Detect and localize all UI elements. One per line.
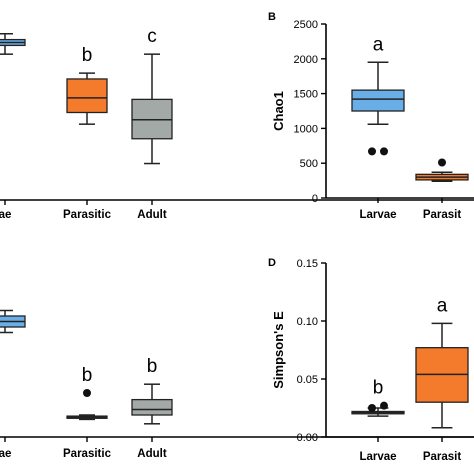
x-tick-label: Parasit	[423, 209, 462, 221]
x-tick-label: Larvae	[359, 451, 396, 463]
outlier-point	[368, 404, 376, 412]
y-tick-label: 0.15	[297, 258, 318, 270]
significance-letter: b	[373, 378, 384, 399]
panel-letter: B	[268, 11, 276, 23]
x-tick-label: Larvae	[359, 209, 396, 221]
significance-letter: b	[147, 356, 158, 377]
panel-d: Larvae Parasit 0.00 0.05 0.10 0.15 Simpson's E…	[268, 257, 474, 463]
outlier-point	[83, 389, 91, 397]
box-larvae	[0, 33, 26, 55]
y-axis-label: Simpson's E	[271, 311, 286, 389]
y-tick-label: 2500	[294, 19, 318, 31]
box-iqr	[351, 89, 405, 112]
box-larvae: a	[351, 34, 405, 156]
y-tick-label: 0.10	[297, 316, 318, 328]
x-tick-label: Parasitic	[63, 209, 112, 221]
box-adult: b	[131, 356, 173, 425]
significance-letter: b	[82, 45, 93, 66]
panel-letter: D	[268, 257, 276, 269]
significance-letter: b	[82, 365, 93, 386]
box-parasitic	[415, 158, 469, 183]
box-adult: c	[131, 26, 173, 165]
x-tick-label: Adult	[137, 448, 167, 460]
box-iqr	[131, 398, 173, 416]
box-parasitic: b	[66, 365, 108, 421]
y-tick-label: 0	[312, 193, 318, 205]
x-tick-label: Parasit	[423, 451, 462, 463]
box-parasitic: a	[415, 295, 469, 429]
y-tick-label: 1000	[294, 123, 318, 135]
y-tick-label: 0.05	[297, 374, 318, 386]
outlier-point	[438, 158, 446, 167]
outlier-point	[380, 147, 388, 156]
box-larvae: b	[351, 378, 405, 417]
significance-letter: a	[373, 34, 384, 55]
panel-c: ae Parasitic Adult b b	[0, 309, 474, 460]
y-tick-label: 2000	[294, 54, 318, 66]
box-parasitic: b	[66, 45, 108, 125]
y-tick-label: 1500	[294, 89, 318, 101]
x-tick-label: Adult	[137, 209, 167, 221]
significance-letter: c	[147, 26, 157, 47]
y-axis-label: Chao1	[271, 91, 286, 131]
x-tick-label: ae	[0, 209, 11, 221]
y-tick-label: 0.00	[297, 432, 318, 444]
outlier-point	[380, 401, 388, 410]
panel-a: ae Parasitic Adult b c	[0, 26, 474, 221]
y-tick-label: 500	[300, 158, 318, 170]
panel-b: Larvae Parasit 0 500 1000 1500 2000 2500 Chao1 Ba	[268, 11, 474, 221]
significance-letter: a	[437, 295, 448, 316]
x-tick-label: ae	[0, 448, 11, 460]
box-larvae	[0, 309, 26, 334]
box-iqr	[66, 78, 108, 114]
outlier-point	[368, 147, 376, 156]
x-tick-label: Parasitic	[63, 448, 112, 460]
